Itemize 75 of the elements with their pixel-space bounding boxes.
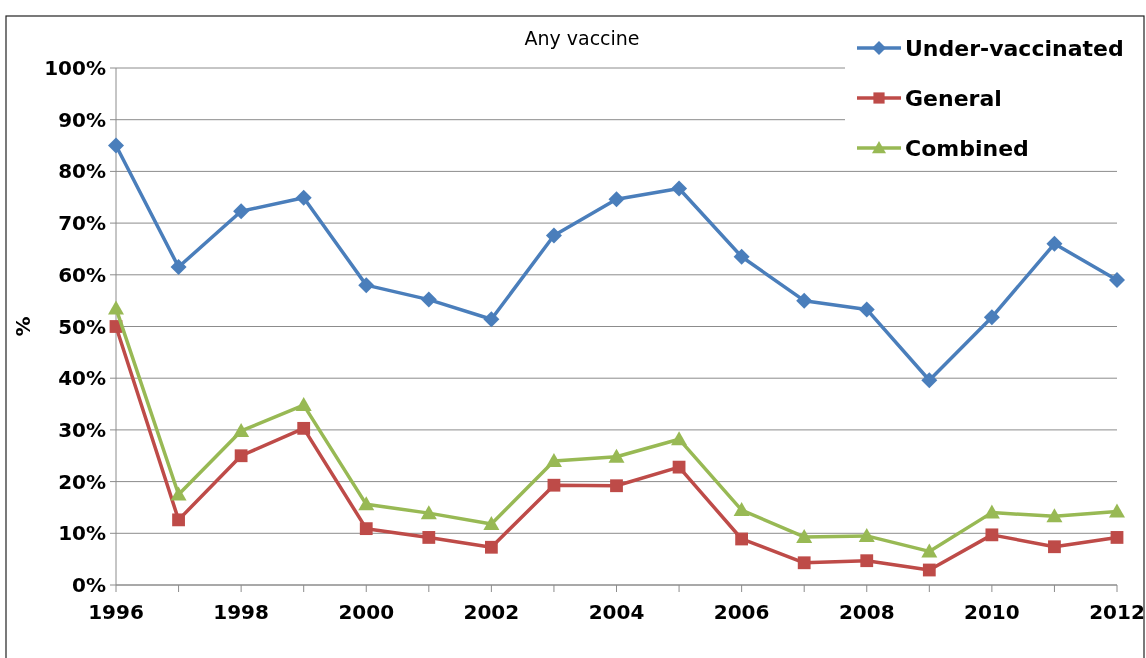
y-tick-label: 40% [58,366,106,391]
point [608,448,625,463]
point [858,301,875,318]
legend-label: Under-vaccinated [905,35,1124,61]
x-tick-label: 2004 [588,600,645,624]
point [483,311,500,328]
y-tick-label: 100% [44,56,106,80]
y-tick-label: 60% [58,262,106,287]
point [735,532,749,546]
y-tick-label: 30% [58,417,106,442]
y-tick-label: 20% [58,469,106,494]
y-tick-label: 50% [58,314,106,339]
point [608,191,625,208]
point [1110,531,1124,544]
point [1046,235,1063,252]
y-tick-label: 90% [58,107,106,132]
point [234,449,248,463]
point [420,291,437,308]
point [733,502,750,517]
point [1046,508,1063,523]
point [733,248,750,265]
point [983,504,1000,519]
point [545,452,562,467]
point [860,554,874,568]
point [108,137,124,154]
point [233,203,250,220]
point [295,189,312,206]
legend-label: General [905,85,1002,111]
y-tick-label: 10% [58,521,106,546]
x-tick-label: 1998 [213,600,269,624]
x-tick-label: 2006 [713,600,770,624]
point [858,527,875,542]
point [671,180,688,197]
point [172,513,185,527]
x-tick-label: 2010 [964,600,1020,624]
point [671,431,688,446]
point [921,372,938,389]
point [1109,503,1125,518]
point [921,543,938,558]
point [796,528,813,543]
point [983,309,1000,326]
x-tick-label: 2002 [463,600,520,624]
point [922,563,936,577]
point [358,277,375,294]
point [297,421,311,435]
point [1048,540,1061,554]
y-tick-label: 0% [72,573,106,597]
point [358,496,375,511]
point [484,540,498,554]
x-tick-label: 2000 [338,600,395,624]
y-tick-label: 70% [58,211,106,236]
point [796,292,813,309]
y-axis-title: % [11,316,35,337]
point [672,460,686,474]
point [1109,271,1125,288]
x-tick-label: 2008 [838,600,895,624]
point [359,522,373,536]
point [420,505,437,520]
point [295,397,312,412]
point [483,515,500,530]
legend-label: Combined [905,135,1029,161]
point [233,422,250,437]
x-tick-label: 1996 [88,600,144,624]
point [108,300,124,315]
x-tick-label: 2012 [1089,600,1145,624]
point [545,227,562,244]
point [170,259,187,276]
point [985,528,999,542]
point [422,531,436,544]
point [170,486,187,501]
y-tick-label: 80% [58,159,106,184]
point [797,556,811,570]
point [610,479,623,493]
chart-title: Any vaccine [524,27,640,49]
point [547,478,561,492]
